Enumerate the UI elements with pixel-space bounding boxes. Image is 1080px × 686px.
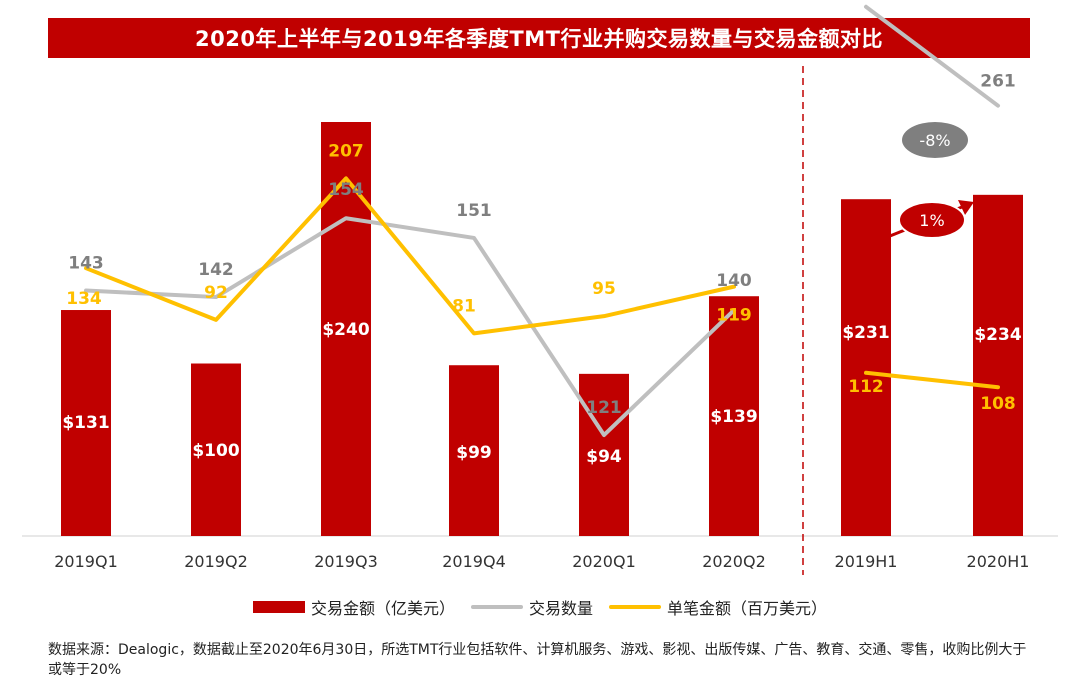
- bar-value-label: $234: [974, 325, 1021, 345]
- bar-value-label: $139: [710, 407, 757, 427]
- chart-title: 2020年上半年与2019年各季度TMT行业并购交易数量与交易金额对比: [48, 18, 1030, 58]
- legend-swatch-bar: [252, 601, 305, 613]
- legend-swatch-gray-line: [470, 605, 523, 609]
- avg-value-label: 81: [452, 296, 476, 316]
- count-value-label: 151: [456, 201, 492, 221]
- x-tick-label: 2020Q1: [572, 552, 636, 571]
- legend-item-amount: 交易金额（亿美元）: [252, 595, 455, 619]
- annotation-label-count-change: -8%: [919, 131, 950, 150]
- x-tick-label: 2019Q2: [184, 552, 248, 571]
- avg-value-label: 95: [592, 279, 616, 299]
- avg-value-label: 134: [66, 289, 102, 309]
- annotation-bubble-gray: [902, 122, 968, 158]
- bar: [191, 363, 241, 536]
- annotation-bubble-red: [898, 201, 966, 239]
- bar: [579, 373, 629, 536]
- x-tick-label: 2019Q1: [54, 552, 118, 571]
- legend-label-count: 交易数量: [528, 599, 593, 618]
- x-tick-label: 2019H1: [835, 552, 898, 571]
- count-value-label: 143: [68, 253, 104, 273]
- x-tick-label: 2020Q2: [702, 552, 766, 571]
- legend-item-count: 交易数量: [470, 595, 593, 619]
- legend-label-amount: 交易金额（亿美元）: [310, 599, 455, 618]
- legend-item-avg: 单笔金额（百万美元）: [609, 595, 827, 619]
- count-value-label: 142: [198, 260, 234, 280]
- x-tick-label: 2019Q3: [314, 552, 378, 571]
- count-value-label: 261: [980, 72, 1016, 92]
- annotation-label-amount-change: 1%: [919, 211, 944, 230]
- legend-swatch-yellow-line: [609, 605, 661, 609]
- bar: [61, 310, 111, 536]
- avg-value-label: 119: [716, 306, 752, 326]
- bar-value-label: $231: [842, 323, 889, 343]
- count-value-label: 121: [586, 398, 622, 418]
- annotation-arrowhead: [958, 200, 974, 215]
- count-value-label: 154: [328, 180, 364, 200]
- bar-value-label: $131: [62, 413, 109, 433]
- series-line-avg: [84, 176, 736, 336]
- bar: [321, 122, 371, 536]
- avg-value-label: 92: [204, 283, 228, 303]
- chart-canvas: 2019Q1 2019Q2 2019Q3 2019Q4 2020Q1 2020Q2 $131…: [22, 4, 1058, 575]
- series-line-avg: [864, 370, 1000, 390]
- series-line-count: [864, 4, 1000, 108]
- bar-value-label: $94: [586, 447, 622, 467]
- bar-value-label: $100: [192, 441, 239, 461]
- bar-value-label: $240: [322, 320, 369, 340]
- avg-value-label: 108: [980, 394, 1016, 414]
- bar: [709, 296, 759, 536]
- x-tick-label: 2019Q4: [442, 552, 506, 571]
- legend-label-avg: 单笔金额（百万美元）: [667, 599, 828, 618]
- count-value-label: 140: [716, 271, 752, 291]
- bar: [449, 365, 499, 536]
- legend: 交易金额（亿美元） 交易数量 单笔金额（百万美元）: [0, 594, 1080, 620]
- avg-value-label: 207: [328, 141, 364, 161]
- bar-value-label: $99: [456, 443, 492, 463]
- series-line-count: [84, 216, 736, 438]
- x-tick-label: 2020H1: [967, 552, 1030, 571]
- avg-value-label: 112: [848, 377, 884, 397]
- bar: [841, 199, 891, 536]
- source-note: 数据来源：Dealogic，数据截止至2020年6月30日，所选TMT行业包括软…: [48, 642, 1027, 678]
- bar: [973, 194, 1023, 536]
